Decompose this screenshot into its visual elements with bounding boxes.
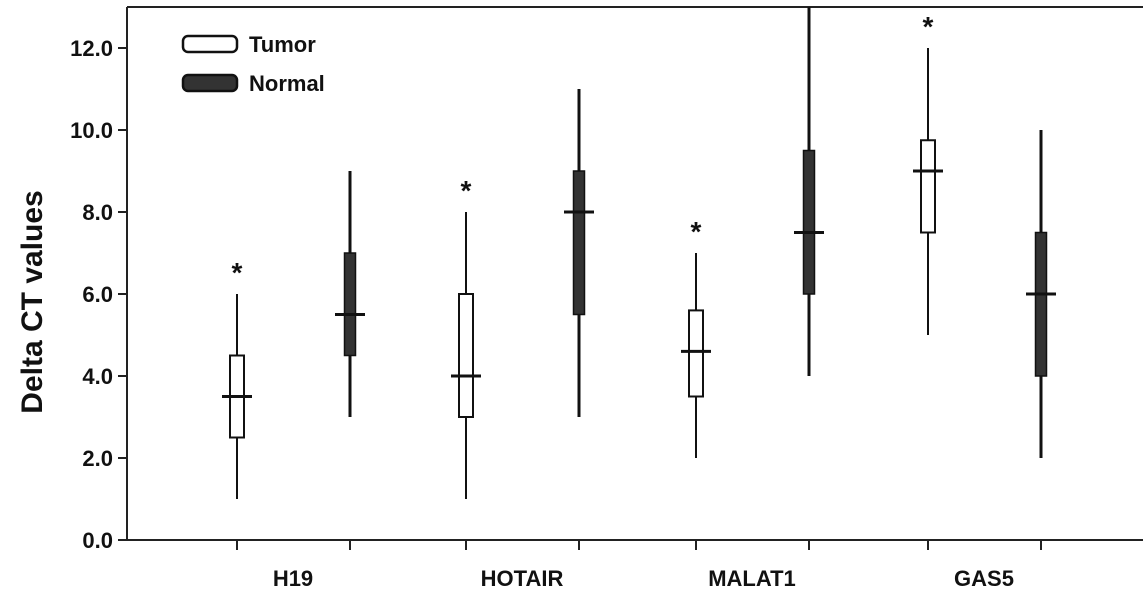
y-tick-label: 10.0 <box>70 118 113 143</box>
y-tick-label: 2.0 <box>82 446 113 471</box>
y-tick-label: 6.0 <box>82 282 113 307</box>
x-category-label: MALAT1 <box>708 566 796 591</box>
box-normal <box>802 149 816 295</box>
x-category-label: H19 <box>273 566 313 591</box>
significance-marker: * <box>691 216 702 247</box>
legend-swatch-normal <box>181 73 239 93</box>
x-category-label: GAS5 <box>954 566 1014 591</box>
y-axis-label: Delta CT values <box>16 190 49 413</box>
y-tick-label: 4.0 <box>82 364 113 389</box>
y-tick-label: 8.0 <box>82 200 113 225</box>
significance-marker: * <box>461 175 472 206</box>
box-tumor <box>688 309 704 398</box>
y-tick-label: 12.0 <box>70 36 113 61</box>
box-normal <box>343 252 357 357</box>
y-tick-label: 0.0 <box>82 528 113 553</box>
legend-label-tumor: Tumor <box>249 32 316 57</box>
significance-marker: * <box>232 257 243 288</box>
significance-marker: * <box>923 11 934 42</box>
box-normal <box>572 170 586 316</box>
plot-area: 0.0 2.0 4.0 6.0 8.0 10.0 12.0 H19 HOTAIR MALAT1 GA… <box>70 6 1143 591</box>
box-tumor <box>458 293 474 418</box>
x-category-label: HOTAIR <box>481 566 564 591</box>
box-normal <box>1034 231 1048 377</box>
legend-swatch-tumor <box>181 34 239 54</box>
box-tumor <box>920 139 936 234</box>
legend-label-normal: Normal <box>249 71 325 96</box>
